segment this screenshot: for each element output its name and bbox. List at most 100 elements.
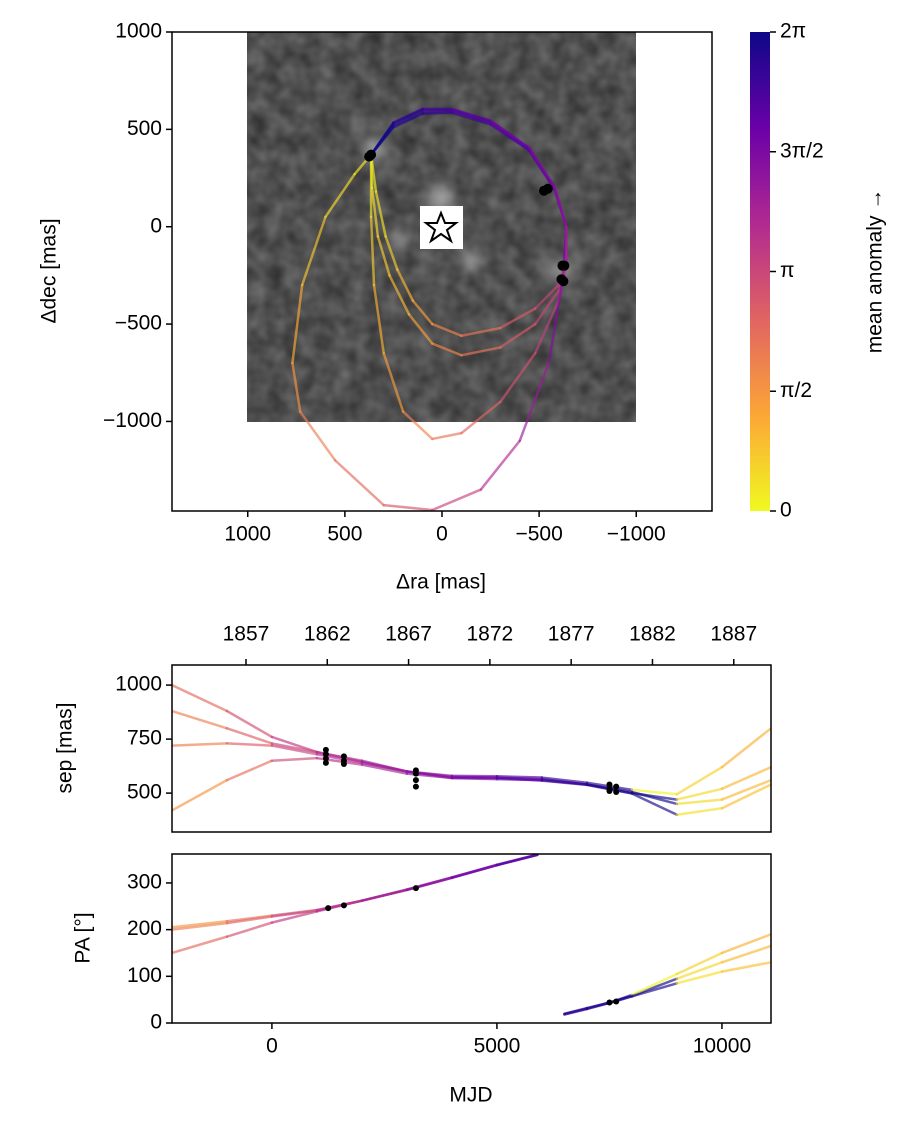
orbit-segment bbox=[270, 744, 319, 756]
x2-tick-label: 1882 bbox=[629, 623, 676, 646]
orbit-segment bbox=[675, 806, 724, 816]
orbit-segment bbox=[333, 459, 385, 507]
orbit-segment bbox=[675, 951, 724, 976]
data-point bbox=[322, 751, 329, 758]
orbit-segment bbox=[630, 972, 679, 997]
data-point bbox=[412, 783, 419, 790]
data-point bbox=[559, 260, 570, 271]
orbit-segment bbox=[460, 326, 502, 338]
data-point bbox=[613, 998, 620, 1005]
y-axis-label: sep [mas] bbox=[54, 702, 77, 793]
orbit-layer bbox=[291, 107, 570, 511]
orbit-segment bbox=[421, 111, 453, 116]
x2-tick-label: 1867 bbox=[385, 623, 432, 646]
orbit-segment bbox=[270, 756, 319, 762]
orbit-segment bbox=[396, 268, 415, 302]
orbit-segment bbox=[431, 488, 483, 511]
data-point bbox=[606, 781, 613, 788]
orbit-segment bbox=[291, 283, 304, 365]
orbit-segment bbox=[528, 146, 556, 189]
orbit-segment bbox=[172, 742, 229, 747]
orbit-segment bbox=[225, 742, 274, 747]
star-marker bbox=[420, 206, 463, 249]
orbit-segment bbox=[528, 149, 556, 191]
pa-layer bbox=[172, 854, 771, 1016]
orbit-segment bbox=[720, 961, 771, 973]
orbit-segment bbox=[360, 759, 409, 773]
orbit-segment bbox=[518, 361, 551, 443]
orbit-segment bbox=[172, 778, 229, 812]
orbit-segment bbox=[630, 788, 679, 796]
orbit-segment bbox=[675, 765, 724, 796]
orbit-segment bbox=[499, 322, 537, 349]
orbit-segment bbox=[225, 709, 274, 739]
orbit-segment bbox=[298, 410, 337, 462]
orbit-segment bbox=[630, 982, 679, 998]
colorbar-label: mean anomaly → bbox=[864, 189, 887, 354]
orbit-segment bbox=[675, 970, 724, 985]
orbit-segment bbox=[431, 431, 463, 441]
orbit-segment bbox=[675, 787, 724, 801]
x2-tick-label: 1862 bbox=[304, 623, 351, 646]
orbit-segment bbox=[270, 908, 319, 917]
data-point bbox=[325, 905, 332, 912]
orbit-segment bbox=[270, 910, 319, 924]
orbit-segment bbox=[460, 346, 502, 357]
data-point bbox=[412, 885, 419, 892]
orbit-segment bbox=[540, 776, 589, 784]
data-point bbox=[322, 755, 329, 762]
orbit-segment bbox=[720, 727, 771, 769]
x2-tick-label: 1857 bbox=[223, 623, 270, 646]
orbit-segment bbox=[372, 283, 385, 355]
orbit-segment bbox=[720, 944, 771, 964]
orbit-segment bbox=[540, 777, 589, 786]
orbit-segment bbox=[392, 110, 424, 127]
orbit-segment bbox=[370, 186, 380, 238]
y-axis-label: PA [°] bbox=[72, 912, 95, 963]
sep-layer bbox=[172, 683, 771, 816]
x-tick-label: 10000 bbox=[693, 1035, 751, 1058]
x-axis-label: Δra [mas] bbox=[396, 571, 486, 594]
x-tick-label: −500 bbox=[515, 523, 562, 546]
x-tick-label: 0 bbox=[436, 523, 448, 546]
x-tick-label: 500 bbox=[327, 523, 362, 546]
orbit-segment bbox=[450, 107, 492, 122]
orbit-segment bbox=[563, 1007, 589, 1016]
orbit-segment bbox=[369, 215, 376, 287]
colorbar-tick-label: 2π bbox=[780, 20, 806, 43]
orbit-segment bbox=[553, 185, 568, 228]
y-tick-label: 1000 bbox=[115, 20, 162, 43]
x2-tick-label: 1877 bbox=[548, 623, 595, 646]
orbit-segment bbox=[360, 888, 409, 902]
orbit-segment bbox=[300, 215, 327, 287]
orbit-segment bbox=[460, 400, 502, 435]
orbit-segment bbox=[450, 109, 492, 124]
orbit-segment bbox=[384, 235, 399, 271]
y-tick-label: −500 bbox=[115, 312, 162, 335]
data-point bbox=[364, 151, 375, 162]
y-tick-label: 200 bbox=[127, 917, 162, 940]
x-axis-label: MJD bbox=[449, 1084, 492, 1107]
frame bbox=[171, 853, 772, 1024]
data-point bbox=[412, 777, 419, 784]
x-tick-label: 5000 bbox=[474, 1035, 521, 1058]
y-tick-label: 100 bbox=[127, 964, 162, 987]
orbit-segment bbox=[407, 313, 434, 345]
frame bbox=[171, 664, 772, 833]
data-point bbox=[613, 789, 620, 796]
orbit-segment bbox=[291, 361, 302, 413]
orbit-segment bbox=[533, 283, 560, 310]
colorbar-tick-label: π bbox=[780, 259, 795, 282]
data-point bbox=[412, 767, 419, 774]
orbit-segment bbox=[495, 854, 539, 867]
x2-tick-label: 1887 bbox=[710, 623, 757, 646]
orbit-segment bbox=[450, 775, 499, 779]
y-tick-label: 300 bbox=[127, 870, 162, 893]
orbit-segment bbox=[499, 307, 537, 330]
orbit-segment bbox=[369, 153, 378, 193]
orbit-segment bbox=[270, 742, 319, 754]
data-point bbox=[542, 183, 553, 194]
orbit-segment bbox=[172, 919, 229, 929]
orbit-segment bbox=[675, 798, 724, 806]
